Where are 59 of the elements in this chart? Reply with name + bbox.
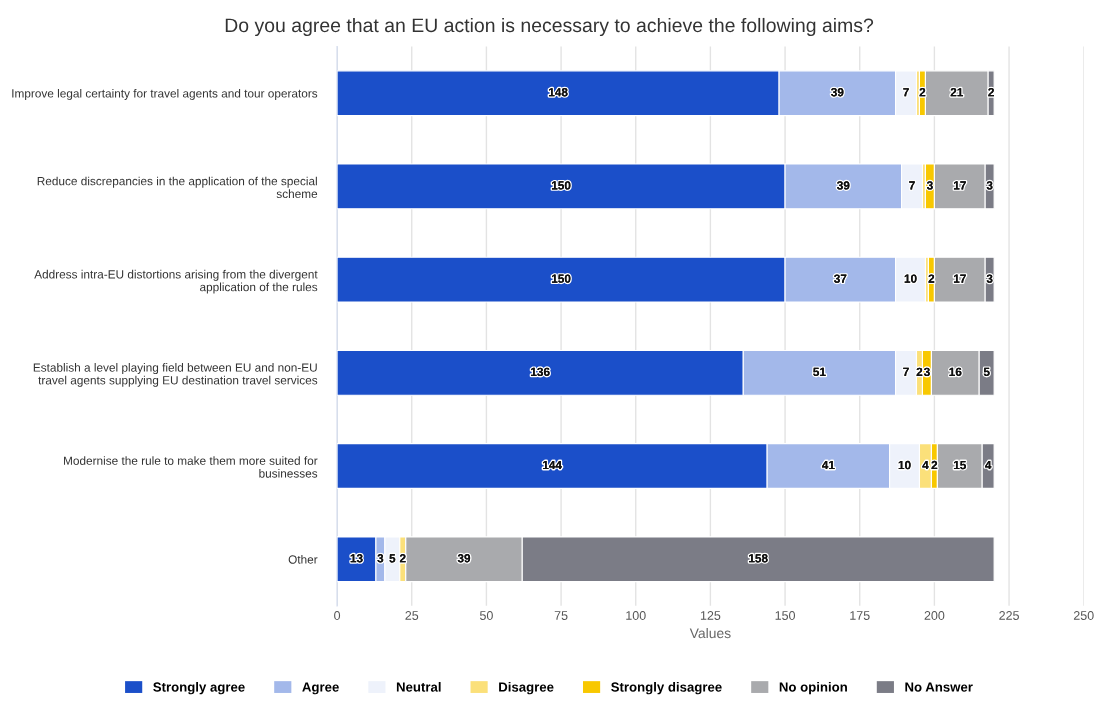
data-label: 15 xyxy=(953,460,967,470)
data-label: 39 xyxy=(837,181,850,190)
x-tick-label: 225 xyxy=(999,611,1019,620)
x-axis-title: Values xyxy=(689,627,731,639)
data-label: 17 xyxy=(953,181,966,190)
x-tick-label: 250 xyxy=(1073,611,1094,620)
data-label: 158 xyxy=(749,554,768,563)
y-tick-label: Modernise the rule to make them more suited for businesses xyxy=(64,456,318,478)
legend-label: Strongly disagree xyxy=(611,682,722,695)
data-label: 21 xyxy=(950,88,964,97)
data-label: 37 xyxy=(834,274,847,283)
data-label: 16 xyxy=(949,367,962,377)
legend-label: Strongly agree xyxy=(153,682,245,695)
x-tick-label: 200 xyxy=(924,611,945,620)
data-label: 10 xyxy=(898,460,911,470)
data-label: 4 xyxy=(985,460,992,470)
data-label: 136 xyxy=(531,367,550,377)
data-label: 7 xyxy=(909,181,915,190)
data-label: 3 xyxy=(923,367,930,377)
data-label: 41 xyxy=(821,460,835,470)
data-label: 144 xyxy=(543,460,562,470)
data-label: 39 xyxy=(457,554,471,563)
x-tick-label: 0 xyxy=(334,611,341,620)
data-label: 39 xyxy=(831,88,844,97)
data-label: 7 xyxy=(903,88,909,97)
x-tick-label: 25 xyxy=(405,611,419,620)
legend-label: Neutral xyxy=(396,682,441,692)
data-label: 17 xyxy=(953,274,966,283)
data-label: 3 xyxy=(986,181,993,190)
data-label: 5 xyxy=(983,367,990,377)
x-tick-label: 50 xyxy=(479,611,493,620)
data-label: 148 xyxy=(548,88,568,97)
data-label: 51 xyxy=(813,367,826,377)
x-tick-label: 150 xyxy=(775,611,796,620)
y-tick-label: Improve legal certainty for travel agents and tour operators xyxy=(12,88,318,100)
data-label: 2 xyxy=(399,554,406,563)
data-label: 3 xyxy=(377,554,384,563)
legend-label: No opinion xyxy=(779,682,847,695)
chart-title: Do you agree that an EU action is necessary to achieve the following aims? xyxy=(225,17,874,37)
x-tick-label: 175 xyxy=(850,611,870,620)
data-label: 150 xyxy=(551,181,571,190)
y-tick-label: Establish a level playing field between EU and non-EU travel agents supplying EU destination travel services xyxy=(33,363,318,387)
data-label: 3 xyxy=(926,181,933,190)
data-label: 3 xyxy=(986,274,993,283)
y-tick-label: Other xyxy=(288,554,318,564)
y-tick-label: Address intra-EU distortions arising from the divergent application of the rules xyxy=(34,269,318,294)
data-label: 150 xyxy=(551,274,571,283)
data-label: 10 xyxy=(904,274,917,283)
y-tick-label: Reduce discrepancies in the application of the special scheme xyxy=(37,176,318,199)
data-label: 7 xyxy=(903,367,909,376)
legend-label: Agree xyxy=(302,682,339,695)
data-label: 5 xyxy=(389,554,396,563)
legend-label: Disagree xyxy=(499,682,554,695)
x-tick-label: 75 xyxy=(554,611,568,620)
data-label: 4 xyxy=(922,460,929,470)
x-tick-label: 125 xyxy=(700,611,721,620)
x-tick-label: 100 xyxy=(626,611,646,620)
legend-label: No Answer xyxy=(905,682,973,692)
data-label: 13 xyxy=(350,554,363,563)
